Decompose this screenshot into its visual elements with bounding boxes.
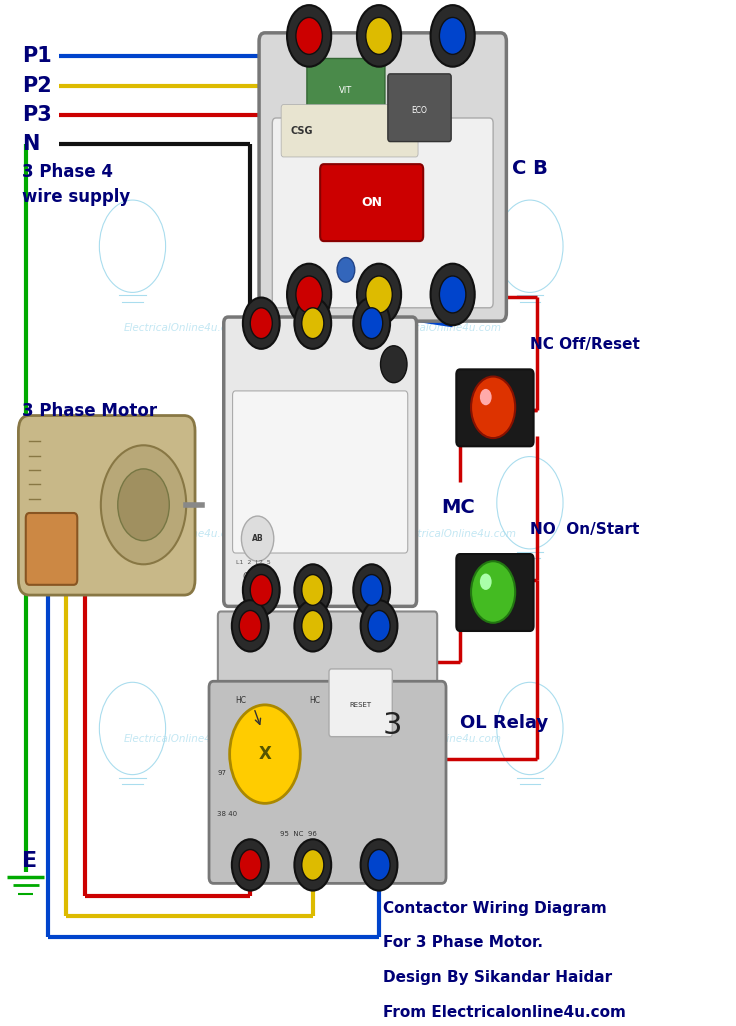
Circle shape <box>239 610 261 641</box>
Text: C23: C23 <box>243 571 262 582</box>
Text: 95  NC  96: 95 NC 96 <box>280 831 316 837</box>
Text: Contactor Wiring Diagram: Contactor Wiring Diagram <box>383 901 606 915</box>
Circle shape <box>239 850 261 880</box>
Circle shape <box>353 298 390 349</box>
Circle shape <box>296 17 322 54</box>
Circle shape <box>368 850 390 880</box>
Circle shape <box>232 600 269 652</box>
Text: C B: C B <box>512 159 548 179</box>
Text: NO  On/Start: NO On/Start <box>530 521 640 537</box>
Text: NC Off/Reset: NC Off/Reset <box>530 337 640 352</box>
FancyBboxPatch shape <box>281 105 418 157</box>
Text: 3 Phase Motor: 3 Phase Motor <box>22 401 158 420</box>
FancyBboxPatch shape <box>224 317 417 606</box>
Circle shape <box>368 610 390 641</box>
Text: ElectricalOnline4u.com: ElectricalOnline4u.com <box>396 528 517 539</box>
Text: N: N <box>22 133 40 154</box>
Text: P1: P1 <box>22 46 52 67</box>
Text: L1  2  L2  5: L1 2 L2 5 <box>236 560 270 565</box>
FancyBboxPatch shape <box>26 513 77 585</box>
Circle shape <box>243 298 280 349</box>
Circle shape <box>357 5 401 67</box>
Text: 97: 97 <box>217 770 226 776</box>
Circle shape <box>480 574 492 590</box>
Circle shape <box>361 600 397 652</box>
Text: HC: HC <box>309 696 320 705</box>
Circle shape <box>439 17 466 54</box>
Text: ElectricalOnline4u.com: ElectricalOnline4u.com <box>124 734 244 744</box>
Text: VIT: VIT <box>339 86 353 94</box>
Circle shape <box>337 258 355 282</box>
FancyBboxPatch shape <box>320 164 423 241</box>
Circle shape <box>294 600 331 652</box>
Circle shape <box>101 445 186 564</box>
FancyBboxPatch shape <box>18 416 195 595</box>
Circle shape <box>302 575 324 605</box>
Circle shape <box>241 516 274 561</box>
FancyBboxPatch shape <box>329 669 392 737</box>
Circle shape <box>302 610 324 641</box>
Circle shape <box>431 5 475 67</box>
FancyBboxPatch shape <box>307 58 385 121</box>
Circle shape <box>353 564 390 616</box>
Circle shape <box>250 575 272 605</box>
Text: HC: HC <box>236 696 247 705</box>
Circle shape <box>287 264 331 325</box>
Circle shape <box>302 308 324 339</box>
Text: 3 Phase 4
wire supply: 3 Phase 4 wire supply <box>22 163 130 206</box>
Circle shape <box>381 346 407 383</box>
Circle shape <box>480 389 492 405</box>
Circle shape <box>366 17 392 54</box>
Text: CSG: CSG <box>291 126 314 136</box>
Circle shape <box>439 276 466 313</box>
Circle shape <box>361 575 383 605</box>
Text: ON: ON <box>361 196 382 208</box>
Circle shape <box>287 5 331 67</box>
Circle shape <box>118 469 169 541</box>
Circle shape <box>232 839 269 891</box>
Circle shape <box>294 839 331 891</box>
Text: P3: P3 <box>22 105 52 125</box>
FancyBboxPatch shape <box>456 554 534 631</box>
Text: ElectricalOnline4u.com: ElectricalOnline4u.com <box>124 528 244 539</box>
Text: Design By Sikandar Haidar: Design By Sikandar Haidar <box>383 971 612 985</box>
Circle shape <box>243 564 280 616</box>
Text: -10: -10 <box>361 571 376 582</box>
Circle shape <box>357 264 401 325</box>
FancyBboxPatch shape <box>209 681 446 883</box>
Circle shape <box>361 839 397 891</box>
Circle shape <box>366 276 392 313</box>
Text: From Electricalonline4u.com: From Electricalonline4u.com <box>383 1005 626 1020</box>
Circle shape <box>294 298 331 349</box>
Text: OL Relay: OL Relay <box>460 714 548 733</box>
FancyBboxPatch shape <box>259 33 506 321</box>
Circle shape <box>431 264 475 325</box>
Text: ElectricalOnline4u.com: ElectricalOnline4u.com <box>124 323 244 333</box>
Text: ECO: ECO <box>411 107 428 115</box>
Text: P2: P2 <box>22 76 52 96</box>
FancyBboxPatch shape <box>272 118 493 308</box>
Text: MC: MC <box>442 498 475 517</box>
Circle shape <box>294 564 331 616</box>
FancyBboxPatch shape <box>388 74 451 142</box>
Text: 38 40: 38 40 <box>217 811 237 817</box>
Circle shape <box>250 308 272 339</box>
Text: For 3 Phase Motor.: For 3 Phase Motor. <box>383 936 542 950</box>
Text: ElectricalOnline4u.com: ElectricalOnline4u.com <box>381 323 502 333</box>
FancyBboxPatch shape <box>233 391 408 553</box>
Circle shape <box>296 276 322 313</box>
Circle shape <box>471 377 515 438</box>
Text: 3: 3 <box>383 711 402 740</box>
Text: E: E <box>22 851 38 871</box>
Circle shape <box>361 308 383 339</box>
FancyBboxPatch shape <box>456 369 534 446</box>
Text: AB: AB <box>252 535 263 543</box>
Circle shape <box>471 561 515 623</box>
Circle shape <box>230 705 300 803</box>
Circle shape <box>302 850 324 880</box>
Text: X: X <box>258 745 272 763</box>
Text: RESET: RESET <box>350 702 372 708</box>
Text: ElectricalOnline4u.com: ElectricalOnline4u.com <box>381 734 502 744</box>
FancyBboxPatch shape <box>218 611 437 692</box>
